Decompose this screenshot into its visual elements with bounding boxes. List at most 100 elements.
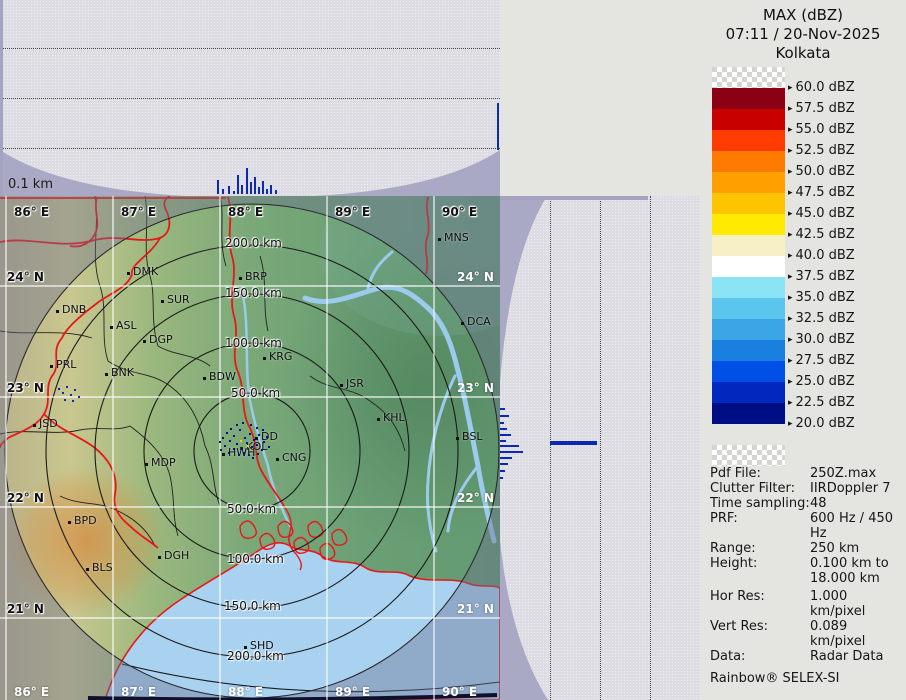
legend-tick-arrow-icon: ▸ xyxy=(788,293,793,303)
metadata-value: 250Z.max xyxy=(810,466,877,481)
product-title-block: MAX (dBZ) 07:11 / 20-Nov-2025 Kolkata xyxy=(700,6,906,63)
right-panel-gridline xyxy=(600,196,601,700)
metadata-label: PRF: xyxy=(710,511,738,526)
legend-tick-label: ▸ 20.0 dBZ xyxy=(788,416,855,431)
legend-tick-label: ▸ 55.0 dBZ xyxy=(788,122,855,137)
legend-tick-label: ▸ 60.0 dBZ xyxy=(788,80,855,95)
right-echo-spike xyxy=(500,428,507,430)
legend-tick-arrow-icon: ▸ xyxy=(788,125,793,135)
metadata-label: Pdf File: xyxy=(710,466,761,481)
legend-tick-label: ▸ 25.0 dBZ xyxy=(788,374,855,389)
top-panel-gridline xyxy=(0,48,500,49)
metadata-value: 0.089 km/pixel xyxy=(810,619,866,649)
top-echo-spike xyxy=(233,191,235,194)
legend-band xyxy=(712,256,785,277)
right-panel-gridline xyxy=(650,196,651,700)
metadata-row: Vert Res: 0.089 km/pixel xyxy=(710,619,904,649)
legend-tick-arrow-icon: ▸ xyxy=(788,146,793,156)
legend-tick-arrow-icon: ▸ xyxy=(788,83,793,93)
height-min-label: 0.1 km xyxy=(8,177,53,192)
legend-tick-arrow-icon: ▸ xyxy=(788,188,793,198)
top-panel-gridline xyxy=(0,148,500,149)
legend-tick-label: ▸ 47.5 dBZ xyxy=(788,185,855,200)
legend-tick-label: ▸ 52.5 dBZ xyxy=(788,143,855,158)
right-echo-spike xyxy=(500,415,509,417)
top-echo-spike xyxy=(270,185,272,194)
legend-checker-top xyxy=(712,67,785,88)
legend-tick-label: ▸ 57.5 dBZ xyxy=(788,101,855,116)
legend-band xyxy=(712,151,785,172)
legend-tick-arrow-icon: ▸ xyxy=(788,335,793,345)
right-panel-top-edge xyxy=(500,196,648,200)
right-echo-spike xyxy=(500,477,503,479)
top-echo-spike xyxy=(254,177,256,194)
top-echo-spike xyxy=(241,185,243,194)
metadata-value: 600 Hz / 450 Hz xyxy=(810,511,894,541)
right-echo-spike xyxy=(500,451,523,453)
right-echo-spike xyxy=(500,422,504,424)
radar-map: 86° E 86° E 87° E 87° E 88° E 88° E 89° E 89° E… xyxy=(0,196,500,700)
right-panel-gridline xyxy=(550,196,551,700)
product-datetime: 07:11 / 20-Nov-2025 xyxy=(725,25,881,43)
metadata-label: Time sampling: xyxy=(710,496,810,511)
right-echo-spike xyxy=(500,463,508,465)
top-echo-spike xyxy=(228,186,230,194)
legend-tick-label: ▸ 42.5 dBZ xyxy=(788,227,855,242)
legend-band xyxy=(712,277,785,298)
software-brand: Rainbow® SELEX-SI xyxy=(710,671,840,686)
legend-tick-label: ▸ 37.5 dBZ xyxy=(788,269,855,284)
metadata-value: 48 xyxy=(810,496,827,511)
legend-band xyxy=(712,298,785,319)
metadata-label: Vert Res: xyxy=(710,619,769,634)
metadata-row: PRF: 600 Hz / 450 Hz xyxy=(710,511,904,541)
top-echo-spike xyxy=(266,189,268,194)
legend-tick-label: ▸ 45.0 dBZ xyxy=(788,206,855,221)
legend-tick-label: ▸ 30.0 dBZ xyxy=(788,332,855,347)
map-artwork xyxy=(0,196,500,700)
metadata-row: Range: 250 km xyxy=(710,541,904,556)
legend-tick-label: ▸ 27.5 dBZ xyxy=(788,353,855,368)
legend-band xyxy=(712,361,785,382)
metadata-row: Data: Radar Data xyxy=(710,649,904,664)
metadata-value: 0.100 km to 18.000 km xyxy=(810,556,889,586)
right-panel-range-wedges xyxy=(500,196,548,700)
metadata-value: 250 km xyxy=(810,541,860,556)
legend-band xyxy=(712,214,785,235)
legend-tick-label: ▸ 50.0 dBZ xyxy=(788,164,855,179)
legend-tick-arrow-icon: ▸ xyxy=(788,356,793,366)
legend-tick-arrow-icon: ▸ xyxy=(788,398,793,408)
legend-band xyxy=(712,88,785,109)
legend-band xyxy=(712,235,785,256)
metadata-value: Radar Data xyxy=(810,649,884,664)
legend-tick-label: ▸ 22.5 dBZ xyxy=(788,395,855,410)
legend-tick-arrow-icon: ▸ xyxy=(788,167,793,177)
legend-band xyxy=(712,340,785,361)
legend-tick-arrow-icon: ▸ xyxy=(788,230,793,240)
scan-metadata: Pdf File: 250Z.max Clutter Filter: IIRDoppl… xyxy=(710,466,904,686)
legend-swatch-column xyxy=(712,67,785,466)
legend-checker-bottom xyxy=(712,445,785,466)
metadata-row: Time sampling: 48 xyxy=(710,496,904,511)
top-echo-spike xyxy=(275,190,277,194)
legend-tick-label: ▸ 32.5 dBZ xyxy=(788,311,855,326)
metadata-label: Range: xyxy=(710,541,756,556)
top-panel-gridline xyxy=(0,98,500,99)
legend-tick-arrow-icon: ▸ xyxy=(788,419,793,429)
right-echo-spike xyxy=(500,457,512,459)
metadata-label: Height: xyxy=(710,556,758,571)
top-echo-spike xyxy=(217,180,219,194)
legend-band xyxy=(712,130,785,151)
product-title: MAX (dBZ) xyxy=(762,6,844,24)
legend-tick-arrow-icon: ▸ xyxy=(788,377,793,387)
right-echo-spike xyxy=(500,408,505,410)
metadata-row: Height: 0.100 km to 18.000 km xyxy=(710,556,904,586)
top-echo-spike xyxy=(237,175,239,194)
top-echo-spike xyxy=(246,168,248,194)
metadata-value: 1.000 km/pixel xyxy=(810,589,866,619)
top-panel-echo-column xyxy=(497,103,499,150)
top-panel-range-wedges xyxy=(0,150,500,196)
dbz-color-legend: ▸ 60.0 dBZ ▸ 57.5 dBZ ▸ 55.0 dBZ ▸ 52.5 dBZ ▸ 50.… xyxy=(712,67,898,466)
legend-band xyxy=(712,319,785,340)
metadata-label: Data: xyxy=(710,649,746,664)
